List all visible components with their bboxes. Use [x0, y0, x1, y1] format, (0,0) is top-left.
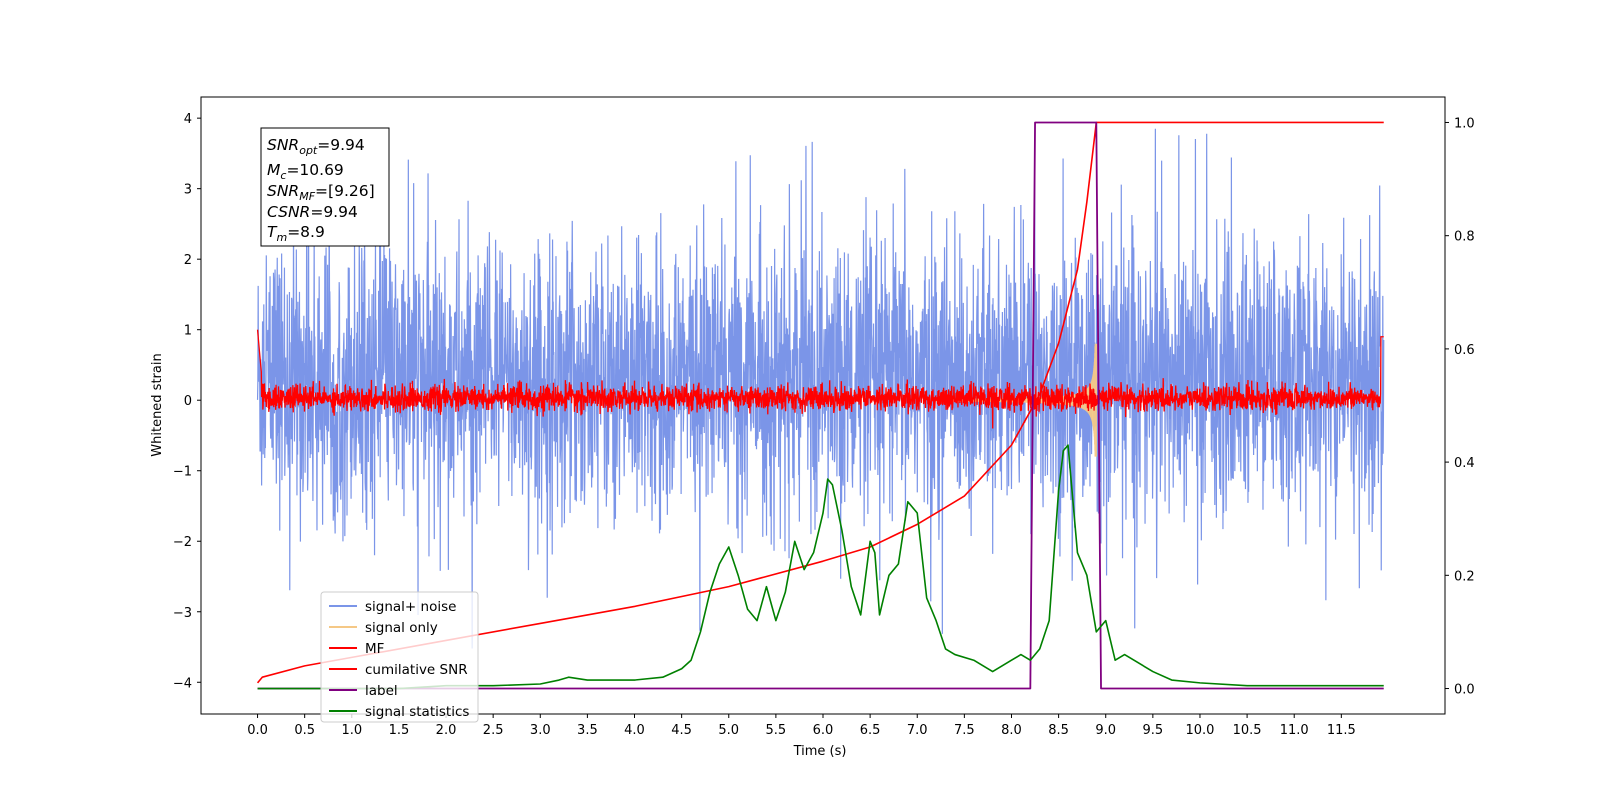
- info-tm: Tm=8.9: [267, 223, 325, 244]
- y-tick-label: 4: [184, 112, 192, 127]
- x-tick-label: 7.0: [907, 723, 928, 738]
- x-tick-label: 5.0: [718, 723, 739, 738]
- info-mc: Mc=10.69: [267, 161, 344, 182]
- y-tick-label: 3: [184, 183, 192, 198]
- x-tick-label: 7.5: [954, 723, 975, 738]
- y-tick-label: 1: [184, 324, 192, 339]
- y-tick-label: −3: [173, 606, 192, 621]
- y-tick-label: −2: [173, 535, 192, 550]
- x-tick-label: 4.5: [671, 723, 692, 738]
- y-tick-label: 0: [184, 394, 192, 409]
- x-tick-label: 6.5: [860, 723, 881, 738]
- info-box: SNRopt=9.94 Mc=10.69 SNRMF=[9.26] CSNR=9…: [260, 127, 390, 247]
- y2-tick-label: 0.6: [1454, 343, 1475, 358]
- series-label: [257, 121, 1384, 690]
- x-tick-label: 10.0: [1185, 723, 1214, 738]
- x-tick-label: 2.0: [436, 723, 457, 738]
- x-tick-label: 2.5: [483, 723, 504, 738]
- info-csnr: CSNR=9.94: [267, 203, 358, 221]
- info-snr-opt: SNRopt=9.94: [267, 136, 365, 157]
- y-axis-left: 4 3 2 1 0 −1 −2 −3 −4: [173, 112, 201, 691]
- y-tick-label: −4: [173, 676, 192, 691]
- x-tick-label: 1.0: [341, 723, 362, 738]
- x-axis: 0.0 0.5 1.0 1.5 2.0 2.5 3.0 3.5 4.0 4.5 5.0 5.5 6.0 6…: [247, 714, 1356, 738]
- info-box-frame: [260, 127, 390, 247]
- series-signal-noise: [256, 128, 1385, 649]
- info-snr-mf: SNRMF=[9.26]: [267, 182, 375, 203]
- legend-label-label: label: [365, 683, 398, 699]
- y2-tick-label: 0.8: [1454, 230, 1475, 245]
- legend: signal+ noise signal only MF cumilative …: [320, 591, 479, 723]
- x-tick-label: 3.5: [577, 723, 598, 738]
- y-tick-label: −1: [173, 465, 192, 480]
- y2-tick-label: 0.4: [1454, 456, 1475, 471]
- series-mf: [256, 329, 1384, 429]
- x-tick-label: 8.0: [1001, 723, 1022, 738]
- legend-label-mf: MF: [365, 641, 384, 657]
- x-tick-label: 4.0: [624, 723, 645, 738]
- y-axis-label: Whitened strain: [150, 353, 165, 456]
- x-tick-label: 0.0: [247, 723, 268, 738]
- x-tick-label: 9.5: [1143, 723, 1164, 738]
- x-tick-label: 1.5: [389, 723, 410, 738]
- legend-label-csnr: cumilative SNR: [365, 662, 468, 678]
- y2-tick-label: 1.0: [1454, 116, 1475, 131]
- y2-tick-label: 0.0: [1454, 683, 1475, 698]
- x-tick-label: 11.5: [1327, 723, 1356, 738]
- x-tick-label: 8.5: [1048, 723, 1069, 738]
- x-tick-label: 9.0: [1095, 723, 1116, 738]
- x-tick-label: 10.5: [1233, 723, 1262, 738]
- x-tick-label: 11.0: [1280, 723, 1309, 738]
- x-axis-label: Time (s): [793, 744, 847, 759]
- y2-tick-label: 0.2: [1454, 569, 1475, 584]
- legend-label-stats: signal statistics: [365, 704, 469, 720]
- y-tick-label: 2: [184, 253, 192, 268]
- legend-frame: [320, 591, 479, 723]
- x-tick-label: 0.5: [294, 723, 315, 738]
- series-signal-statistics: [257, 444, 1384, 690]
- legend-label-noise: signal+ noise: [365, 599, 456, 615]
- y-axis-right: 1.0 0.8 0.6 0.4 0.2 0.0: [1445, 116, 1475, 698]
- x-tick-label: 6.0: [813, 723, 834, 738]
- x-tick-label: 5.5: [766, 723, 787, 738]
- legend-label-signal: signal only: [365, 620, 438, 636]
- x-tick-label: 3.0: [530, 723, 551, 738]
